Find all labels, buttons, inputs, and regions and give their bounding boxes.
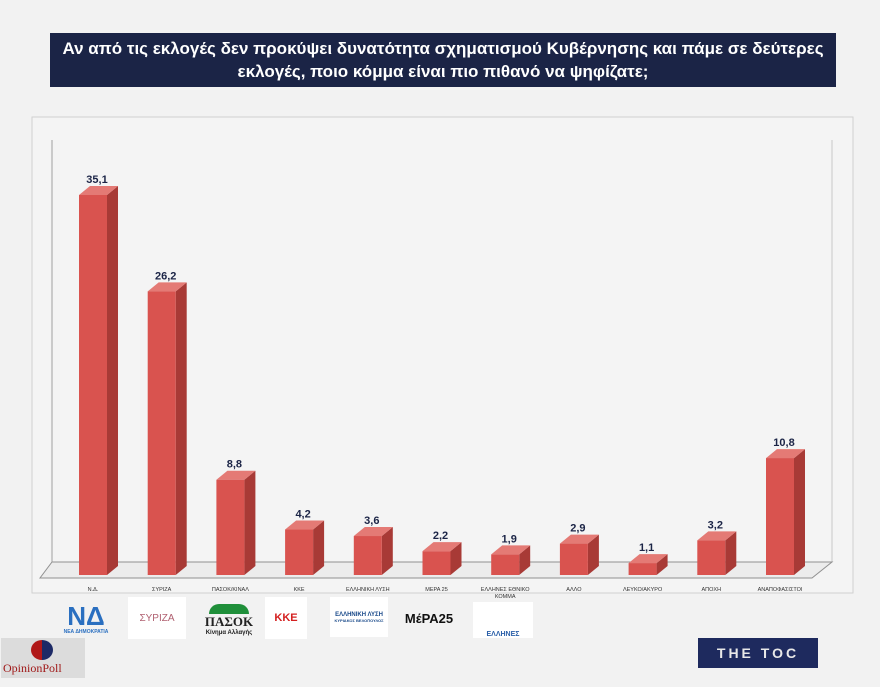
logo-pasok: ΠΑΣΟΚ Κίνημα Αλλαγής [198,600,260,640]
bar [79,195,107,575]
logo-nd: ΝΔ ΝΕΑ ΔΗΜΟΚΡΑΤΙΑ [58,600,114,638]
bar [559,543,588,575]
logo-el-lysi-sub: ΚΥΡΙΑΚΟΣ ΒΕΛΟΠΟΥΛΟΣ [334,617,384,623]
logo-pasok-text: ΠΑΣΟΚ [204,614,254,629]
logo-nd-text: ΝΔ [67,601,105,631]
logo-el-lysi-text: ΕΛΛΗΝΙΚΗ ΛΥΣΗ [335,611,383,618]
logo-ellines: ΕΛΛΗΝΕΣ [473,602,533,638]
bar [628,563,657,575]
sun-icon [209,604,249,614]
bar-side [313,520,325,575]
bar-side [519,545,531,575]
bar-top [628,554,668,564]
bar-top [79,186,118,195]
data-label: 8,8 [227,459,242,471]
logo-mera25: ΜέΡΑ25 [404,610,454,626]
category-label: ΠΑΣΟΚ/ΚΙΝΑΛ [212,587,249,593]
logo-syriza: ΣΥΡΙΖΑ [128,597,186,639]
bar [285,529,314,575]
globe-icon [31,640,53,660]
data-label: 1,9 [502,533,517,545]
opinion-poll-text: OpinionPoll [3,661,62,675]
bar-side [450,542,462,575]
bar-top [422,542,462,552]
data-label: 10,8 [773,437,794,449]
logo-nd-sub: ΝΕΑ ΔΗΜΟΚΡΑΤΙΑ [63,629,109,635]
logo-elliniki-lysi: ΕΛΛΗΝΙΚΗ ΛΥΣΗ ΚΥΡΙΑΚΟΣ ΒΕΛΟΠΟΥΛΟΣ [330,597,388,637]
data-label: 2,9 [570,523,585,535]
bar-side [381,527,393,575]
opinion-poll-logo: OpinionPoll [1,638,85,678]
bar [147,291,176,575]
category-label: ΣΥΡΙΖΑ [152,587,172,593]
bar-side [175,282,187,575]
bar-top [147,282,187,292]
category-label: ΕΛΛΗΝΙΚΗ ΛΥΣΗ [346,587,390,593]
data-label: 2,2 [433,530,448,542]
bar-top [285,520,325,530]
bar-top [766,449,805,459]
category-label: ΑΠΟΧΗ [702,587,722,593]
category-label: ΑΝΑΠΟΦΑΣΙΣΤΟΙ [758,587,803,593]
bar-side [107,186,118,575]
data-label: 26,2 [155,270,176,282]
data-label: 35,1 [86,174,107,186]
logo-pasok-sub: Κίνημα Αλλαγής [205,630,253,636]
bar [422,551,451,575]
bar [353,536,382,575]
bar-top [697,531,737,541]
bar-side [244,470,256,575]
data-label: 3,6 [364,515,379,527]
bar-side [725,531,737,575]
bar [697,540,726,575]
data-label: 1,1 [639,542,654,554]
category-label: ΛΕΥΚΟ/ΑΚΥΡΟ [623,587,663,593]
bar [491,554,520,575]
category-label: ΑΛΛΟ [566,587,582,593]
category-label: ΜΕΡΑ 25 [425,587,448,593]
bar-side [656,554,668,575]
category-label: Ν.Δ. [88,587,99,593]
chart-title: Αν από τις εκλογές δεν προκύψει δυνατότη… [50,33,836,87]
category-label: ΚΚΕ [294,587,305,593]
bar-side [794,449,805,575]
bar-top [353,527,393,537]
toc-logo: THE TOC [698,638,818,668]
bar-side [587,534,599,575]
logo-kke: ΚΚΕ [265,597,307,639]
bar-top [491,545,531,555]
data-label: 4,2 [295,509,310,521]
category-label: ΕΛΛΗΝΕΣ ΕΘΝΙΚΟ [481,587,531,593]
bar-top [559,534,599,544]
bar [216,479,245,575]
bar [766,458,794,575]
data-label: 3,2 [708,519,723,531]
bar-top [216,470,256,480]
category-label: ΚΟΜΜΑ [495,594,516,600]
